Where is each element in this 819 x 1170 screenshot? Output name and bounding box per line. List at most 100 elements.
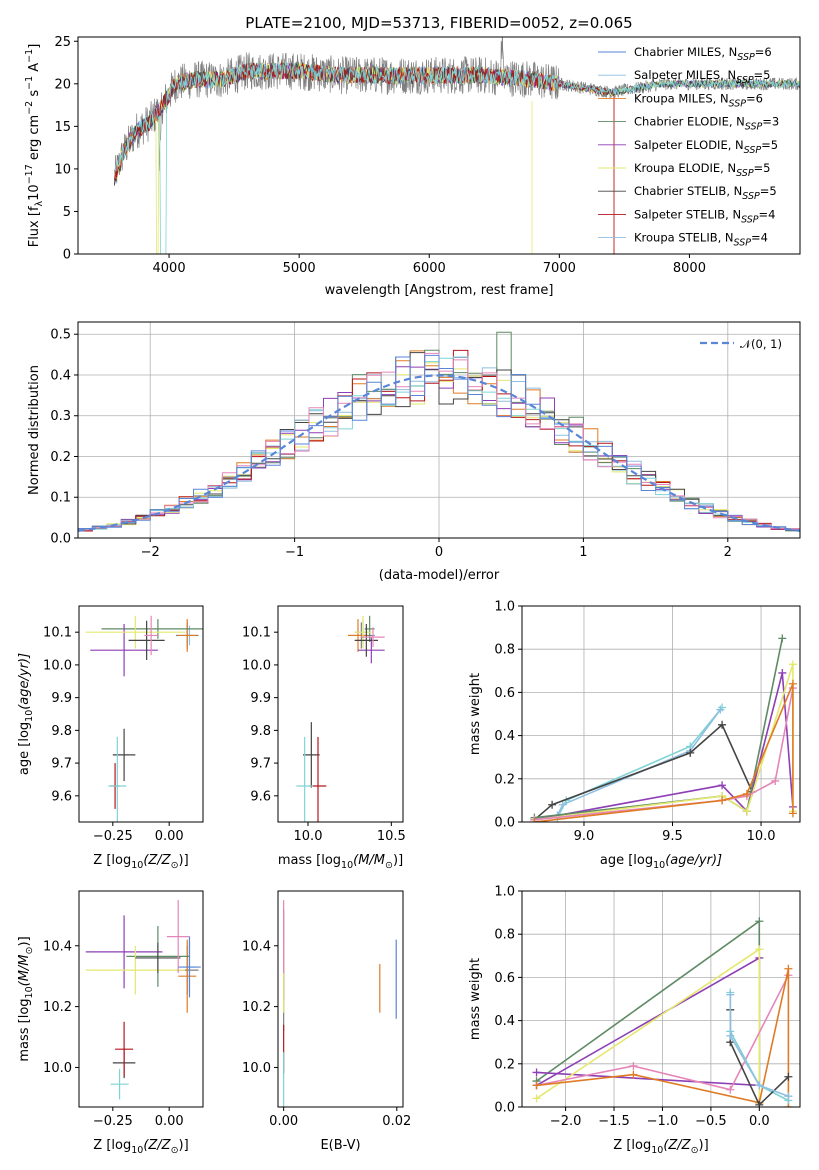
y-tick-label: 10.4 xyxy=(43,939,72,954)
weight-vs-z-panel: −2.0 −1.5 −1.0 −0.5 0.0 0.0 0.2 0.4 0.6 0.8 1.0 xyxy=(494,885,801,1129)
weight-line xyxy=(536,919,761,1086)
y-tick-label: 10.0 xyxy=(43,1061,72,1076)
y-tick-label: 0.8 xyxy=(494,928,515,943)
x-tick-label: −1.5 xyxy=(598,1114,630,1129)
legend-entry: 𝒩(0, 1) xyxy=(740,337,782,351)
y-tick-label: 9.9 xyxy=(250,691,271,706)
x-tick-label: 0.00 xyxy=(155,1114,184,1129)
y-tick-label: 0.6 xyxy=(494,686,515,701)
axes-frame xyxy=(277,605,404,823)
age-vs-mass-panel-points xyxy=(296,615,385,822)
legend-entry: Salpeter STELIB, NSSP=4 xyxy=(634,207,775,225)
age-vs-z-panel: −0.25 0.00 9.6 9.7 9.8 9.9 10.0 10.1 xyxy=(43,605,204,844)
legend-entry: Salpeter MILES, NSSP=5 xyxy=(634,68,771,86)
x-tick-label: 10.0 xyxy=(294,829,323,844)
mass-vs-z-panel-points xyxy=(85,900,201,1100)
weight-line xyxy=(556,706,723,819)
y-tick-label: 9.7 xyxy=(51,757,72,772)
weight-marker xyxy=(788,809,797,818)
x-tick-label: −2 xyxy=(141,545,160,560)
weight-marker xyxy=(778,634,787,643)
x-tick-label: 0.0 xyxy=(749,1114,770,1129)
mass-vs-ebv-panel-points xyxy=(283,900,397,1107)
mass-vs-z-ylabel: mass [log10(M/M⊙)] xyxy=(17,936,35,1061)
weight-marker xyxy=(788,660,797,669)
x-tick-label: 4000 xyxy=(153,261,186,276)
weight-vs-age-panel-ylabel: mass weight xyxy=(468,673,483,755)
histograms xyxy=(78,331,800,538)
residuals-ylabel: Normed distribution xyxy=(27,365,42,495)
y-tick-label: 0.8 xyxy=(494,643,515,658)
x-tick-label: 9.5 xyxy=(662,829,683,844)
x-tick-label: 0.00 xyxy=(155,829,184,844)
x-tick-label: 7000 xyxy=(543,261,576,276)
y-tick-label: 10.0 xyxy=(43,658,72,673)
mass-vs-z-xlabel: Z [log10(Z/Z⊙)] xyxy=(93,1138,188,1156)
y-tick-label: 9.7 xyxy=(250,757,271,772)
model-spectrum xyxy=(114,61,615,254)
y-tick-label: 10.2 xyxy=(43,1000,72,1015)
legend-entry: Kroupa STELIB, NSSP=4 xyxy=(634,231,768,249)
y-tick-label: 10.0 xyxy=(242,1061,271,1076)
weight-marker xyxy=(778,668,787,677)
y-tick-label: 0.2 xyxy=(494,1057,515,1072)
axes-frame xyxy=(77,321,801,539)
legend-entry: Kroupa MILES, NSSP=6 xyxy=(634,91,763,109)
y-tick-label: 20 xyxy=(54,77,71,92)
y-tick-label: 10.0 xyxy=(242,658,271,673)
age-vs-mass-panel: 10.0 10.5 9.6 9.7 9.8 9.9 10.0 10.1 xyxy=(242,605,406,844)
y-tick-label: 0.5 xyxy=(50,328,71,343)
y-tick-label: 0.2 xyxy=(494,772,515,787)
y-tick-label: 1.0 xyxy=(494,885,515,900)
x-tick-label: 5000 xyxy=(283,261,316,276)
weight-marker xyxy=(629,1061,638,1070)
axes-frame xyxy=(521,605,801,823)
y-tick-label: 0.0 xyxy=(494,1101,515,1116)
x-tick-label: 2 xyxy=(724,545,732,560)
y-tick-label: 25 xyxy=(54,35,71,50)
y-tick-label: 0 xyxy=(63,248,71,263)
weight-marker xyxy=(742,789,751,798)
mass-vs-ebv-xlabel: E(B-V) xyxy=(320,1138,360,1153)
weight-marker xyxy=(755,1100,764,1107)
weight-vs-age-panel-series xyxy=(530,634,797,822)
weight-marker xyxy=(558,800,567,809)
mass-vs-z-panel: −0.25 0.00 10.0 10.2 10.4 xyxy=(43,890,204,1129)
weight-marker xyxy=(771,776,780,785)
x-tick-label: −0.25 xyxy=(93,1114,133,1129)
model-spectrum xyxy=(114,61,800,254)
x-tick-label: 10.0 xyxy=(747,829,776,844)
weight-marker xyxy=(532,1081,541,1090)
residuals-panel: −2 −1 0 1 2 0.0 0.1 0.2 0.3 0.4 0.5 𝒩(0, 1) xyxy=(50,321,801,560)
y-tick-label: 9.8 xyxy=(250,724,271,739)
weight-marker xyxy=(548,800,557,809)
y-tick-label: 9.8 xyxy=(51,724,72,739)
weight-marker xyxy=(784,1072,793,1081)
weight-line xyxy=(536,974,790,1091)
age-vs-z-ylabel: age [log10(age/yr)] xyxy=(17,653,35,775)
x-tick-label: 10.5 xyxy=(377,829,406,844)
weight-marker xyxy=(755,1081,764,1090)
age-vs-z-xlabel: Z [log10(Z/Z⊙)] xyxy=(93,853,188,871)
weight-marker xyxy=(718,781,727,790)
weight-marker xyxy=(716,705,725,714)
axes-frame xyxy=(78,890,204,1108)
y-tick-label: 0.2 xyxy=(50,450,71,465)
weight-line xyxy=(534,683,794,822)
weight-line xyxy=(556,709,721,816)
age-vs-mass-xlabel: mass [log10(M/M⊙)] xyxy=(278,853,403,871)
weight-vs-age-panel: 9.0 9.5 10.0 0.0 0.2 0.4 0.6 0.8 1.0 xyxy=(494,600,801,844)
weight-marker xyxy=(629,1070,638,1079)
legend-entry: Chabrier MILES, NSSP=6 xyxy=(634,45,772,63)
weight-marker xyxy=(686,748,695,757)
legend-entry: Chabrier ELODIE, NSSP=3 xyxy=(634,115,779,133)
y-tick-label: 15 xyxy=(54,120,71,135)
x-tick-label: −0.25 xyxy=(93,829,133,844)
y-tick-label: 0.0 xyxy=(50,532,71,547)
x-tick-label: 1 xyxy=(579,545,587,560)
x-tick-label: −1 xyxy=(285,545,304,560)
weight-marker xyxy=(742,807,751,816)
spectrum-xlabel: wavelength [Angstrom, rest frame] xyxy=(325,283,554,298)
weight-marker xyxy=(718,720,727,729)
x-tick-label: 0.02 xyxy=(382,1114,411,1129)
